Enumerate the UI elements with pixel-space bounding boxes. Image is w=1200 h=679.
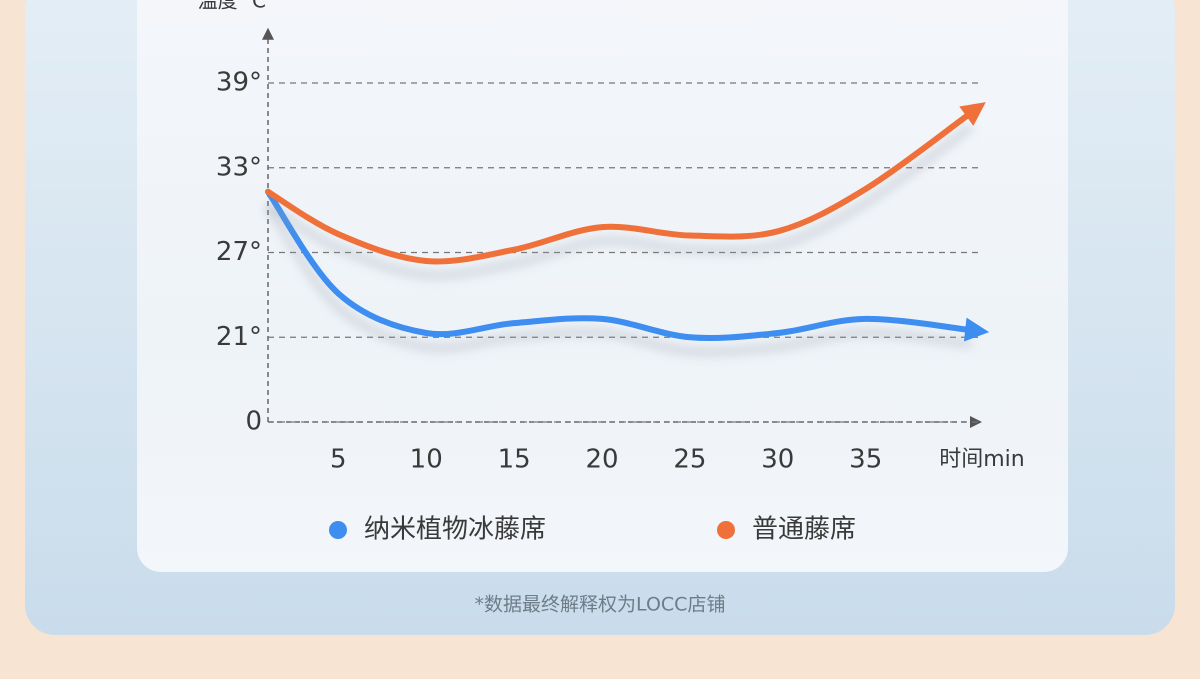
- x-tick-label: 20: [585, 445, 618, 475]
- y-tick-label: 39°: [216, 68, 262, 98]
- y-tick-label: 27°: [216, 237, 262, 267]
- x-tick-label: 5: [330, 445, 347, 475]
- y-axis-arrow: [262, 27, 274, 40]
- x-tick-label: 25: [673, 445, 706, 475]
- line-shadow: [265, 123, 974, 280]
- legend-label: 普通藤席: [752, 515, 856, 545]
- x-tick-label: 30: [761, 445, 794, 475]
- x-tick-label: 10: [410, 445, 443, 475]
- plot-area: 0 21° 27° 33° 39° 5 10 15 20 25 30 35: [216, 27, 990, 475]
- y-tick-label: 33°: [216, 152, 262, 182]
- y-axis-title: 温度 ℃: [198, 0, 267, 13]
- x-tick-label: 35: [849, 445, 882, 475]
- x-tick-label: 15: [498, 445, 531, 475]
- chart-panel: [137, 0, 1068, 572]
- line-shadow: [264, 203, 972, 357]
- line-arrowhead: [963, 317, 990, 342]
- legend-marker: [329, 521, 347, 539]
- series-line: [265, 188, 975, 342]
- series-line: [265, 109, 975, 265]
- x-axis-title: 时间min: [939, 447, 1025, 472]
- footnote: *数据最终解释权为LOCC店铺: [475, 594, 726, 616]
- y-tick-label: 21°: [216, 322, 262, 352]
- legend-marker: [717, 521, 735, 539]
- line-arrowhead: [959, 102, 986, 126]
- y-tick-label: 0: [245, 407, 262, 437]
- legend-label: 纳米植物冰藤席: [364, 515, 546, 545]
